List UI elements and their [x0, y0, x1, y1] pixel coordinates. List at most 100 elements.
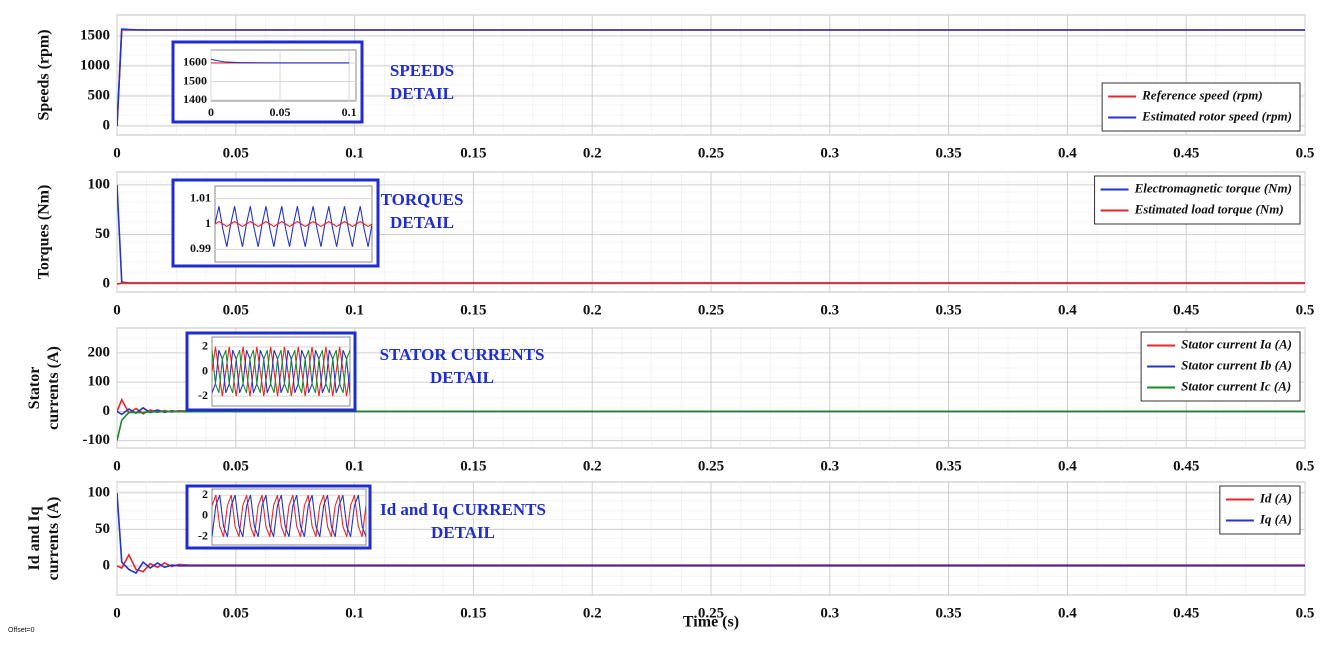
- y-tick-label: 0: [103, 117, 111, 133]
- inset-y-tick-label: 0: [202, 508, 208, 522]
- x-tick-label: 0.35: [935, 605, 961, 621]
- x-tick-label: 0.05: [223, 458, 249, 474]
- inset-y-tick-label: 1.01: [190, 190, 211, 204]
- inset-y-tick-label: 2: [202, 487, 208, 501]
- annotation: STATOR CURRENTS: [380, 345, 545, 364]
- inset-y-tick-label: 1500: [183, 73, 207, 87]
- x-axis-label: Time (s): [683, 614, 739, 631]
- x-tick-label: 0.5: [1296, 458, 1315, 474]
- y-tick-label: 50: [95, 521, 110, 537]
- inset-line: [215, 220, 372, 228]
- x-tick-label: 0.2: [583, 458, 602, 474]
- legend-label: Id (A): [1259, 490, 1292, 505]
- inset-y-tick-label: -2: [198, 528, 208, 542]
- x-tick-label: 0.1: [345, 605, 364, 621]
- y-axis-label: Speeds (rpm): [36, 29, 53, 120]
- x-tick-label: 0.4: [1058, 145, 1077, 161]
- legend-label: Estimated rotor speed (rpm): [1141, 108, 1292, 123]
- x-tick-label: 0: [113, 458, 121, 474]
- x-tick-label: 0.2: [583, 145, 602, 161]
- x-tick-label: 0.45: [1173, 458, 1199, 474]
- x-tick-label: 0.45: [1173, 302, 1199, 318]
- x-tick-label: 0.3: [820, 458, 839, 474]
- x-tick-label: 0.35: [935, 302, 961, 318]
- annotation: DETAIL: [390, 213, 454, 232]
- inset-x-tick-label: 0: [208, 105, 214, 119]
- y-tick-label: 50: [95, 226, 110, 242]
- inset-y-tick-label: 2: [202, 339, 208, 353]
- x-tick-label: 0.05: [223, 302, 249, 318]
- x-tick-label: 0.45: [1173, 605, 1199, 621]
- annotation: SPEEDS: [390, 61, 454, 80]
- inset-line: [212, 495, 366, 537]
- x-tick-label: 0.15: [460, 458, 486, 474]
- x-tick-label: 0.1: [345, 458, 364, 474]
- y-tick-label: 0: [103, 276, 111, 292]
- y-tick-label: 0: [103, 557, 111, 573]
- x-tick-label: 0.15: [460, 605, 486, 621]
- inset-line: [212, 349, 350, 394]
- series-line: [117, 410, 1305, 441]
- x-tick-label: 0.15: [460, 302, 486, 318]
- y-axis-label: Torques (Nm): [36, 185, 53, 280]
- legend: Reference speed (rpm) Estimated rotor spe…: [1101, 82, 1301, 132]
- inset-line: [212, 495, 366, 537]
- x-tick-label: 0.4: [1058, 302, 1077, 318]
- legend-label: Stator current Ia (A): [1181, 336, 1292, 351]
- annotation: DETAIL: [431, 523, 495, 542]
- legend-box: [1101, 82, 1301, 132]
- note: Offset=0: [8, 627, 35, 634]
- y-tick-label: 100: [88, 176, 111, 192]
- legend: Electromagnetic torque (Nm) Estimated loa…: [1094, 175, 1301, 225]
- legend: Stator current Ia (A) Stator current Ib (…: [1140, 331, 1301, 402]
- y-tick-label: 200: [88, 344, 111, 360]
- x-tick-label: 0.15: [460, 145, 486, 161]
- x-tick-label: 0.05: [223, 605, 249, 621]
- y-tick-label: 100: [88, 484, 111, 500]
- legend-label: Stator current Ic (A): [1181, 378, 1291, 393]
- x-tick-label: 0.25: [698, 302, 724, 318]
- series-line: [117, 282, 1305, 285]
- y-axis-label: currents (A): [45, 346, 62, 430]
- legend-label: Iq (A): [1259, 511, 1292, 526]
- legend-label: Electromagnetic torque (Nm): [1134, 180, 1292, 195]
- y-axis-label: Id and Iq: [26, 506, 43, 570]
- x-tick-label: 0.4: [1058, 458, 1077, 474]
- x-tick-label: 0.25: [698, 145, 724, 161]
- x-tick-label: 0.5: [1296, 145, 1315, 161]
- legend-label: Estimated load torque (Nm): [1134, 201, 1284, 216]
- x-tick-label: 0.5: [1296, 605, 1315, 621]
- x-tick-label: 0.2: [583, 302, 602, 318]
- series-line: [117, 492, 1305, 575]
- inset-line: [212, 349, 350, 394]
- y-tick-label: 1000: [80, 57, 110, 73]
- annotation: DETAIL: [430, 368, 494, 387]
- x-tick-label: 0.1: [345, 145, 364, 161]
- inset-x-tick-label: 0.1: [342, 105, 357, 119]
- y-axis-label: Stator: [26, 367, 43, 410]
- x-tick-label: 0.1: [345, 302, 364, 318]
- x-tick-label: 0.3: [820, 145, 839, 161]
- legend: Id (A) Iq (A): [1219, 485, 1301, 535]
- x-tick-label: 0.2: [583, 605, 602, 621]
- y-tick-label: 500: [88, 87, 111, 103]
- inset-plot: [210, 49, 357, 102]
- y-tick-label: 0: [103, 403, 111, 419]
- x-tick-label: 0.25: [698, 605, 724, 621]
- inset-y-tick-label: -2: [198, 388, 208, 402]
- y-tick-label: 1500: [80, 27, 110, 43]
- legend-box: [1094, 175, 1301, 225]
- y-tick-label: 100: [88, 374, 111, 390]
- annotation: DETAIL: [390, 84, 454, 103]
- inset-y-tick-label: 0.99: [190, 241, 211, 255]
- annotation: TORQUES: [381, 190, 464, 209]
- x-tick-label: 0.5: [1296, 302, 1315, 318]
- inset-x-tick-label: 0.05: [270, 105, 291, 119]
- series-line: [117, 28, 1305, 127]
- y-tick-label: -100: [83, 432, 111, 448]
- inset-line: [211, 58, 350, 64]
- y-axis-label: currents (A): [45, 497, 62, 581]
- inset-y-tick-label: 0: [202, 363, 208, 377]
- x-tick-label: 0.05: [223, 145, 249, 161]
